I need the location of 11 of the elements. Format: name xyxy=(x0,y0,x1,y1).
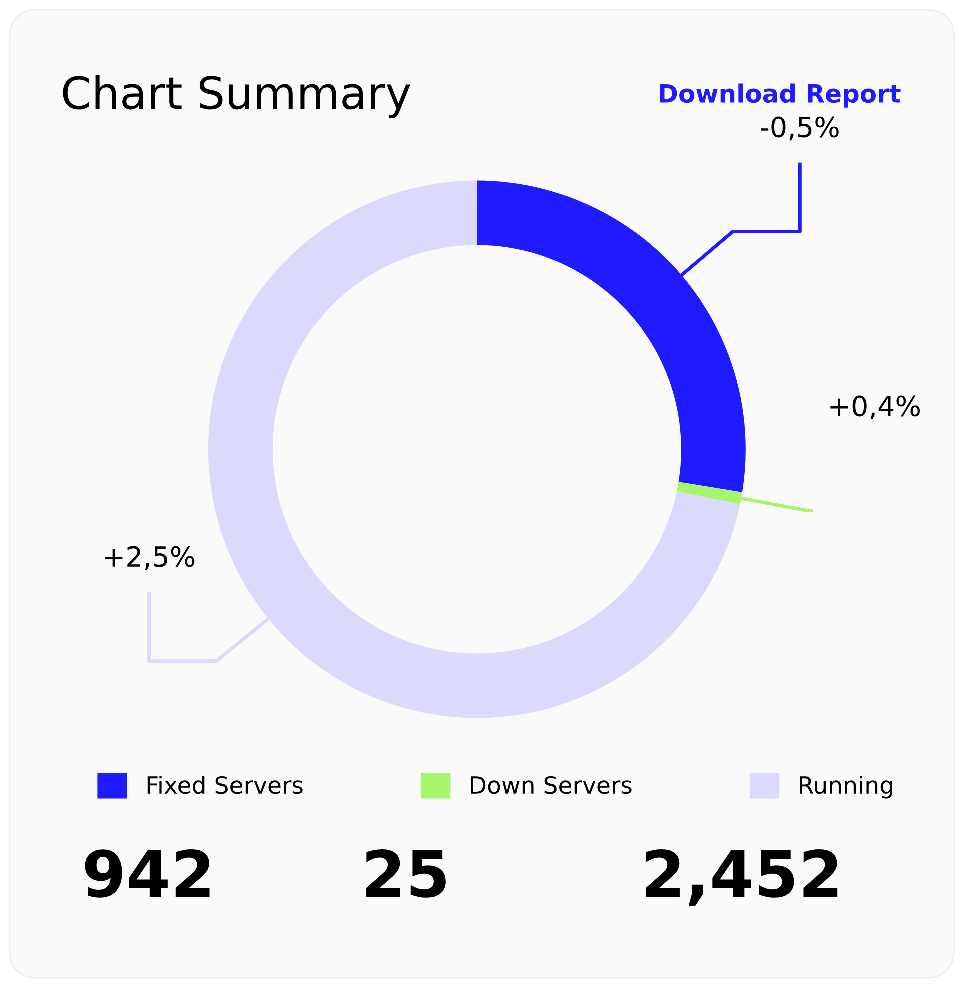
data-label: 2,452 xyxy=(646,850,838,906)
data-label: 25 xyxy=(366,850,446,898)
legend-label: Fixed Servers xyxy=(148,776,303,794)
text: -0,5% xyxy=(761,116,839,141)
data-label: 942 xyxy=(85,850,210,898)
chart-title: Chart Summary xyxy=(63,75,410,118)
legend-label: Running xyxy=(800,776,892,799)
text: Download Report xyxy=(660,84,901,108)
text: +2,5% xyxy=(105,546,195,570)
legend-label: Down Servers xyxy=(471,776,632,794)
text: +0,4% xyxy=(830,396,920,420)
